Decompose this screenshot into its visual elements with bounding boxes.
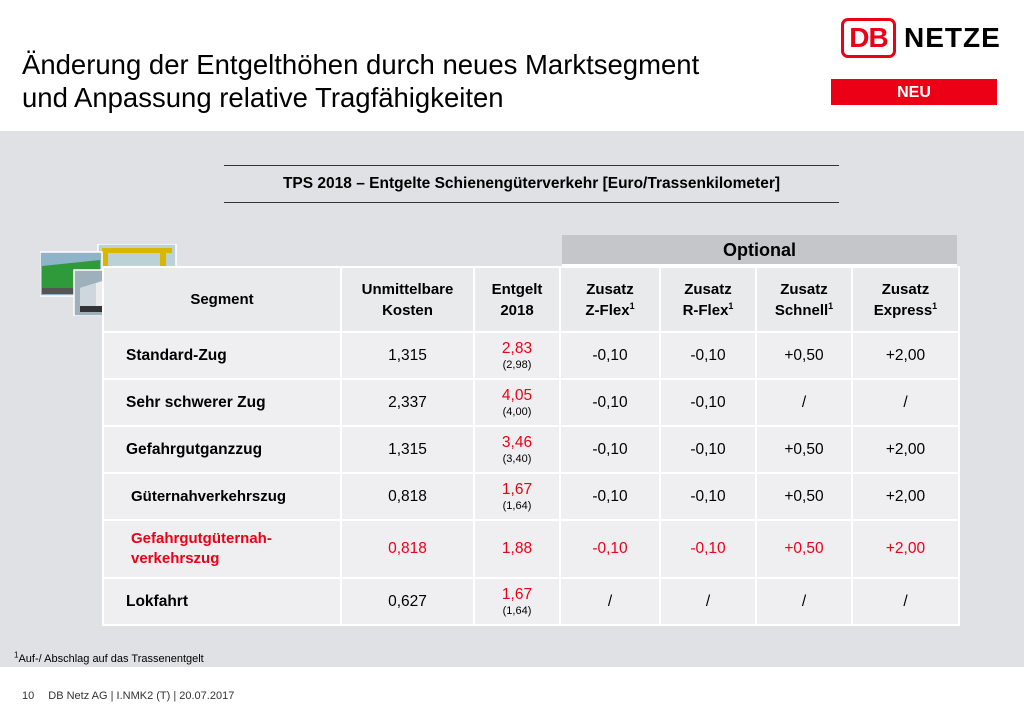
table-header-row: Segment Unmittelbare Kosten Entgelt 2018 Z… bbox=[102, 266, 960, 333]
header-kosten: Unmittelbare Kosten bbox=[340, 266, 475, 333]
entgelt-cell: 1,67 (1,64) bbox=[473, 577, 561, 626]
header-entgelt: Entgelt 2018 bbox=[473, 266, 561, 333]
header-zflex: Zusatz Z-Flex1 bbox=[559, 266, 661, 333]
table-row: Güternahverkehrszug 0,818 1,67 (1,64) -0,… bbox=[102, 472, 960, 521]
netze-logo-text: NETZE bbox=[904, 22, 1001, 53]
footer: 10 DB Netz AG | I.NMK2 (T) | 20.07.2017 bbox=[22, 690, 248, 702]
optional-header: Optional bbox=[562, 235, 957, 266]
kosten-cell: 1,315 bbox=[340, 425, 475, 474]
new-badge: NEU bbox=[831, 79, 997, 105]
express-cell: +2,00 bbox=[851, 425, 960, 474]
entgelt-cell: 4,05 (4,00) bbox=[473, 378, 561, 427]
zflex-cell: / bbox=[559, 577, 661, 626]
table-row: Standard-Zug 1,315 2,83 (2,98) -0,10 -0,1… bbox=[102, 331, 960, 380]
rflex-cell: -0,10 bbox=[659, 378, 757, 427]
segment-cell: Gefahrgutgüternah-verkehrszug bbox=[102, 519, 342, 579]
table-row: Sehr schwerer Zug 2,337 4,05 (4,00) -0,10… bbox=[102, 378, 960, 427]
zflex-cell: -0,10 bbox=[559, 378, 661, 427]
express-cell: +2,00 bbox=[851, 519, 960, 579]
rflex-cell: -0,10 bbox=[659, 425, 757, 474]
zflex-cell: -0,10 bbox=[559, 519, 661, 579]
zflex-cell: -0,10 bbox=[559, 472, 661, 521]
header-rflex: Zusatz R-Flex1 bbox=[659, 266, 757, 333]
express-cell: / bbox=[851, 378, 960, 427]
zflex-cell: -0,10 bbox=[559, 331, 661, 380]
segment-cell: Lokfahrt bbox=[102, 577, 342, 626]
page-title: Änderung der Entgelthöhen durch neues Ma… bbox=[22, 48, 822, 114]
schnell-cell: +0,50 bbox=[755, 519, 853, 579]
rflex-cell: -0,10 bbox=[659, 519, 757, 579]
db-logo: DB bbox=[841, 18, 896, 58]
kosten-cell: 0,818 bbox=[340, 472, 475, 521]
schnell-cell: +0,50 bbox=[755, 331, 853, 380]
kosten-cell: 0,627 bbox=[340, 577, 475, 626]
express-cell: +2,00 bbox=[851, 331, 960, 380]
entgelt-cell: 1,88 bbox=[473, 519, 561, 579]
schnell-cell: / bbox=[755, 378, 853, 427]
header-segment: Segment bbox=[102, 266, 342, 333]
segment-cell: Sehr schwerer Zug bbox=[102, 378, 342, 427]
schnell-cell: / bbox=[755, 577, 853, 626]
header-schnell: Zusatz Schnell1 bbox=[755, 266, 853, 333]
rflex-cell: / bbox=[659, 577, 757, 626]
table-row: Gefahrgutgüternah-verkehrszug 0,818 1,88… bbox=[102, 519, 960, 579]
tariff-table: Segment Unmittelbare Kosten Entgelt 2018 Z… bbox=[102, 266, 960, 626]
rflex-cell: -0,10 bbox=[659, 331, 757, 380]
page-number: 10 bbox=[22, 690, 35, 702]
table-caption: TPS 2018 – Entgelte Schienengüterverkehr… bbox=[224, 165, 839, 203]
segment-cell: Gefahrgutganzzug bbox=[102, 425, 342, 474]
entgelt-cell: 3,46 (3,40) bbox=[473, 425, 561, 474]
table-row: Lokfahrt 0,627 1,67 (1,64) / / / / bbox=[102, 577, 960, 626]
express-cell: +2,00 bbox=[851, 472, 960, 521]
schnell-cell: +0,50 bbox=[755, 425, 853, 474]
footer-info: DB Netz AG | I.NMK2 (T) | 20.07.2017 bbox=[48, 690, 235, 702]
title-line-1: Änderung der Entgelthöhen durch neues Ma… bbox=[22, 49, 700, 80]
db-netze-logo: DB NETZE bbox=[841, 18, 1001, 58]
express-cell: / bbox=[851, 577, 960, 626]
schnell-cell: +0,50 bbox=[755, 472, 853, 521]
kosten-cell: 0,818 bbox=[340, 519, 475, 579]
segment-cell: Standard-Zug bbox=[102, 331, 342, 380]
rflex-cell: -0,10 bbox=[659, 472, 757, 521]
footnote: 1Auf-/ Abschlag auf das Trassenentgelt bbox=[14, 650, 204, 665]
header-express: Zusatz Express1 bbox=[851, 266, 960, 333]
table-row: Gefahrgutganzzug 1,315 3,46 (3,40) -0,10 … bbox=[102, 425, 960, 474]
entgelt-cell: 1,67 (1,64) bbox=[473, 472, 561, 521]
entgelt-cell: 2,83 (2,98) bbox=[473, 331, 561, 380]
segment-cell: Güternahverkehrszug bbox=[102, 472, 342, 521]
kosten-cell: 1,315 bbox=[340, 331, 475, 380]
zflex-cell: -0,10 bbox=[559, 425, 661, 474]
kosten-cell: 2,337 bbox=[340, 378, 475, 427]
title-line-2: und Anpassung relative Tragfähigkeiten bbox=[22, 82, 504, 113]
